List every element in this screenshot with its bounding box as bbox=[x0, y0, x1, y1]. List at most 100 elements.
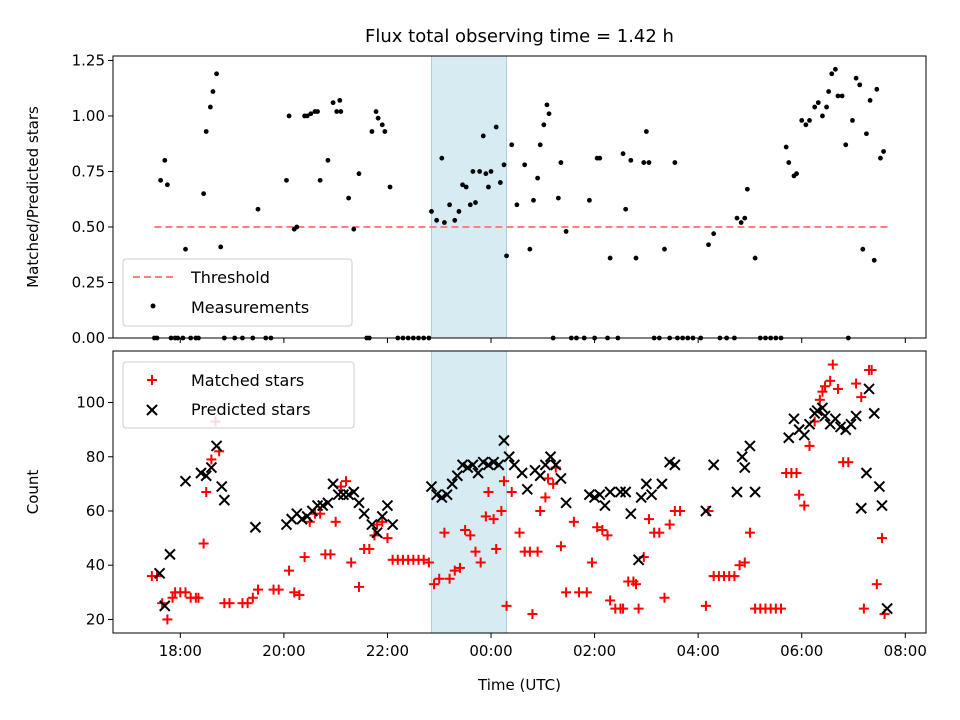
matched-stars-point bbox=[856, 392, 867, 403]
measurement-point bbox=[308, 111, 314, 117]
predicted-stars-point bbox=[739, 461, 751, 474]
plot-frame bbox=[112, 350, 927, 634]
matched-stars-point bbox=[180, 587, 191, 598]
measurement-point bbox=[794, 171, 799, 177]
predicted-stars-point bbox=[467, 459, 479, 471]
legend-matched-swatch bbox=[147, 375, 157, 385]
measurement-point bbox=[447, 202, 452, 208]
measurement-point bbox=[463, 184, 469, 190]
predicted-stars-point bbox=[534, 470, 546, 482]
matched-stars-point bbox=[540, 492, 551, 503]
measurement-point bbox=[317, 177, 323, 183]
measurement-point bbox=[480, 133, 486, 139]
measurement-point bbox=[304, 113, 310, 119]
measurement-point bbox=[799, 117, 805, 123]
matched-stars-point bbox=[206, 454, 217, 465]
matched-stars-point bbox=[491, 543, 502, 554]
plot-frame bbox=[112, 55, 927, 339]
matched-stars-point bbox=[346, 557, 357, 568]
matched-stars-point bbox=[817, 386, 828, 397]
matched-stars-point bbox=[294, 590, 305, 601]
y-axis-ticks: 0.00 0.25 0.50 0.75 1.00 1.25 bbox=[72, 51, 113, 347]
matched-stars-point bbox=[439, 527, 450, 538]
predicted-stars-point bbox=[749, 486, 761, 498]
predicted-stars-point bbox=[503, 451, 515, 463]
x-tick-label: 06:00 bbox=[780, 642, 823, 660]
predicted-stars-point bbox=[451, 470, 464, 482]
bottom-panel: 20 40 60 80 100 18:00 20:00 22:00 00:00 02:00 04:… bbox=[24, 350, 927, 694]
predicted-stars-point bbox=[669, 459, 681, 471]
legend-plus-marker bbox=[147, 375, 157, 385]
measurement-point bbox=[537, 142, 543, 148]
measurement-point bbox=[843, 142, 849, 148]
measurement-point bbox=[531, 197, 536, 203]
y-tick-label: 60 bbox=[86, 502, 105, 520]
predicted-stars-point bbox=[550, 459, 562, 471]
measurement-point bbox=[706, 242, 711, 248]
x-axis-ticks bbox=[179, 338, 906, 343]
y-tick-label: 1.00 bbox=[72, 107, 105, 125]
measurement-point bbox=[382, 129, 388, 134]
predicted-stars-point bbox=[216, 480, 228, 493]
predicted-stars-point bbox=[386, 518, 399, 531]
measurement-point bbox=[623, 206, 629, 212]
legend-predicted-swatch bbox=[146, 404, 158, 416]
measurement-point bbox=[607, 255, 613, 261]
matched-stars-point bbox=[555, 541, 566, 552]
matched-stars-point bbox=[535, 505, 546, 516]
measurement-point bbox=[558, 160, 564, 165]
matched-stars-point bbox=[247, 592, 258, 603]
matched-stars-point bbox=[514, 527, 525, 538]
matched-stars-point bbox=[496, 505, 507, 516]
matched-stars-point bbox=[423, 557, 434, 568]
measurement-point bbox=[860, 246, 866, 252]
measurement-point bbox=[864, 131, 869, 137]
matched-stars-point bbox=[289, 587, 300, 598]
measurement-point bbox=[439, 155, 445, 161]
predicted-stars-point bbox=[731, 486, 743, 498]
measurement-point bbox=[711, 231, 717, 237]
matched-stars-point bbox=[198, 538, 209, 549]
matched-stars-point bbox=[605, 595, 616, 606]
predicted-stars-point bbox=[200, 470, 212, 482]
y-tick-label: 40 bbox=[86, 556, 105, 574]
matched-stars-point bbox=[776, 603, 787, 614]
measurement-point bbox=[351, 226, 357, 232]
predicted-stars-point bbox=[337, 489, 350, 501]
predicted-stars-point bbox=[819, 410, 831, 422]
legend: Matched stars Predicted stars bbox=[122, 361, 355, 429]
measurement-point bbox=[839, 93, 845, 99]
measurement-point bbox=[369, 129, 375, 134]
measurement-point bbox=[203, 129, 209, 134]
predicted-stars-point bbox=[366, 518, 378, 531]
measurement-point bbox=[628, 157, 634, 163]
measurement-point bbox=[812, 104, 818, 110]
predicted-stars-point bbox=[863, 383, 875, 395]
predicted-stars-point bbox=[881, 602, 893, 615]
measurement-point bbox=[633, 255, 639, 261]
measurement-point bbox=[470, 169, 476, 174]
matched-stars-point bbox=[483, 487, 494, 497]
matched-stars-point bbox=[814, 394, 825, 405]
measurement-point bbox=[473, 200, 478, 205]
measurement-point bbox=[662, 246, 667, 252]
matched-stars-point bbox=[700, 600, 711, 611]
predicted-stars-point bbox=[868, 407, 880, 420]
predicted-stars-point bbox=[645, 489, 658, 501]
matched-stars-point bbox=[501, 600, 512, 611]
measurement-point bbox=[734, 215, 740, 221]
measurement-point bbox=[429, 209, 434, 214]
measurement-point bbox=[597, 155, 603, 161]
matched-stars-point bbox=[449, 565, 460, 576]
measurement-point bbox=[522, 162, 528, 168]
predicted-stars-point bbox=[358, 507, 370, 520]
predicted-stars-point bbox=[179, 475, 192, 487]
y-tick-label: 80 bbox=[86, 448, 105, 466]
matched-stars-point bbox=[804, 440, 815, 451]
matched-stars-point bbox=[273, 584, 284, 595]
measurement-point bbox=[783, 144, 789, 150]
matched-stars-point bbox=[729, 571, 740, 582]
x-tick-label: 04:00 bbox=[677, 642, 720, 660]
predicted-stars-point bbox=[425, 480, 438, 493]
matched-stars-point bbox=[252, 584, 263, 595]
